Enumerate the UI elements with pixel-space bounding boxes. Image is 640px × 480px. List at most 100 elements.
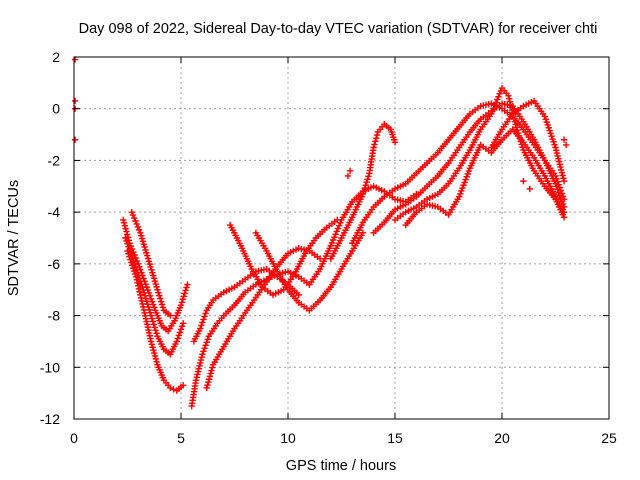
data-point: [179, 320, 187, 327]
data-point: [127, 256, 134, 263]
data-point: [134, 223, 142, 231]
data-point: [146, 309, 154, 316]
y-tick-label: -12: [40, 411, 60, 427]
data-point: [182, 287, 189, 294]
data-point: [153, 330, 160, 337]
data-point: [346, 167, 354, 174]
data-point: [462, 176, 469, 183]
data-point: [122, 234, 129, 242]
data-point: [205, 378, 212, 386]
data-point: [148, 315, 156, 322]
data-point: [556, 192, 563, 199]
data-point: [149, 344, 156, 351]
data-point: [124, 240, 131, 248]
data-point: [141, 243, 148, 251]
data-point: [157, 298, 165, 305]
data-point: [128, 259, 135, 266]
data-point: [554, 186, 561, 193]
data-point: [137, 294, 145, 302]
data-point: [147, 312, 155, 319]
data-point: [371, 141, 378, 148]
data-point: [197, 356, 205, 364]
data-point: [167, 384, 174, 392]
x-tick-label: 10: [280, 430, 296, 446]
data-point: [131, 270, 139, 278]
data-point: [179, 382, 187, 389]
data-point: [201, 345, 208, 352]
tick-layer: 0 5 10 15 20 25 -12 -10 -8 -6 -4 -2 0 2: [40, 49, 617, 446]
data-point: [560, 136, 568, 143]
data-point: [463, 173, 470, 180]
data-point: [126, 253, 133, 260]
data-point: [206, 373, 214, 380]
data-point: [327, 242, 334, 249]
data-point: [146, 306, 153, 314]
data-point: [144, 255, 152, 262]
data-point: [373, 131, 381, 139]
data-point: [193, 374, 200, 381]
data-point: [203, 384, 210, 392]
data-point: [560, 208, 568, 216]
data-point: [207, 370, 214, 377]
data-point: [194, 368, 202, 375]
data-point: [492, 99, 500, 106]
data-point: [130, 267, 138, 275]
data-point: [194, 371, 201, 378]
data-point: [131, 214, 138, 222]
data-point: [120, 216, 127, 224]
data-point: [135, 226, 143, 234]
data-point: [133, 276, 140, 284]
data-point: [508, 104, 515, 111]
data-point: [159, 304, 167, 311]
data-point: [139, 300, 146, 308]
data-point: [121, 222, 129, 229]
data-point: [149, 318, 157, 325]
data-point: [465, 167, 473, 175]
data-point: [176, 329, 184, 336]
data-point: [557, 195, 565, 202]
data-point: [178, 323, 186, 330]
data-point: [124, 231, 131, 238]
data-point: [508, 106, 516, 114]
data-point: [153, 358, 160, 365]
y-tick-label: -10: [40, 359, 60, 375]
data-point: [200, 316, 207, 323]
data-point: [184, 281, 191, 288]
data-point: [134, 279, 141, 287]
data-point: [489, 107, 496, 115]
data-point: [459, 184, 466, 192]
data-point: [563, 141, 570, 149]
data-point: [128, 208, 135, 216]
data-point: [135, 282, 142, 290]
data-point: [199, 351, 206, 358]
data-point: [150, 275, 158, 282]
data-point: [175, 332, 183, 339]
data-point: [359, 190, 367, 198]
data-point: [363, 179, 370, 186]
data-point: [149, 272, 157, 279]
data-point: [491, 102, 499, 109]
y-tick-label: -6: [48, 256, 61, 272]
data-point: [133, 220, 140, 228]
data-point: [295, 291, 302, 299]
data-point: [458, 187, 465, 195]
data-point: [71, 97, 79, 105]
data-point: [488, 110, 495, 118]
data-point: [456, 193, 463, 200]
data-point: [198, 322, 205, 329]
data-point: [328, 239, 336, 247]
data-point: [494, 96, 501, 103]
data-point: [167, 312, 174, 319]
data-point: [329, 236, 337, 244]
x-tick-label: 15: [387, 430, 403, 446]
data-point: [129, 211, 137, 219]
plot-frame: [73, 56, 610, 420]
data-point: [202, 310, 209, 317]
data-point: [513, 124, 520, 131]
data-point: [125, 250, 132, 258]
data-point: [365, 173, 372, 180]
data-point: [520, 177, 527, 185]
x-tick-label: 5: [177, 430, 185, 446]
data-point: [135, 285, 143, 293]
